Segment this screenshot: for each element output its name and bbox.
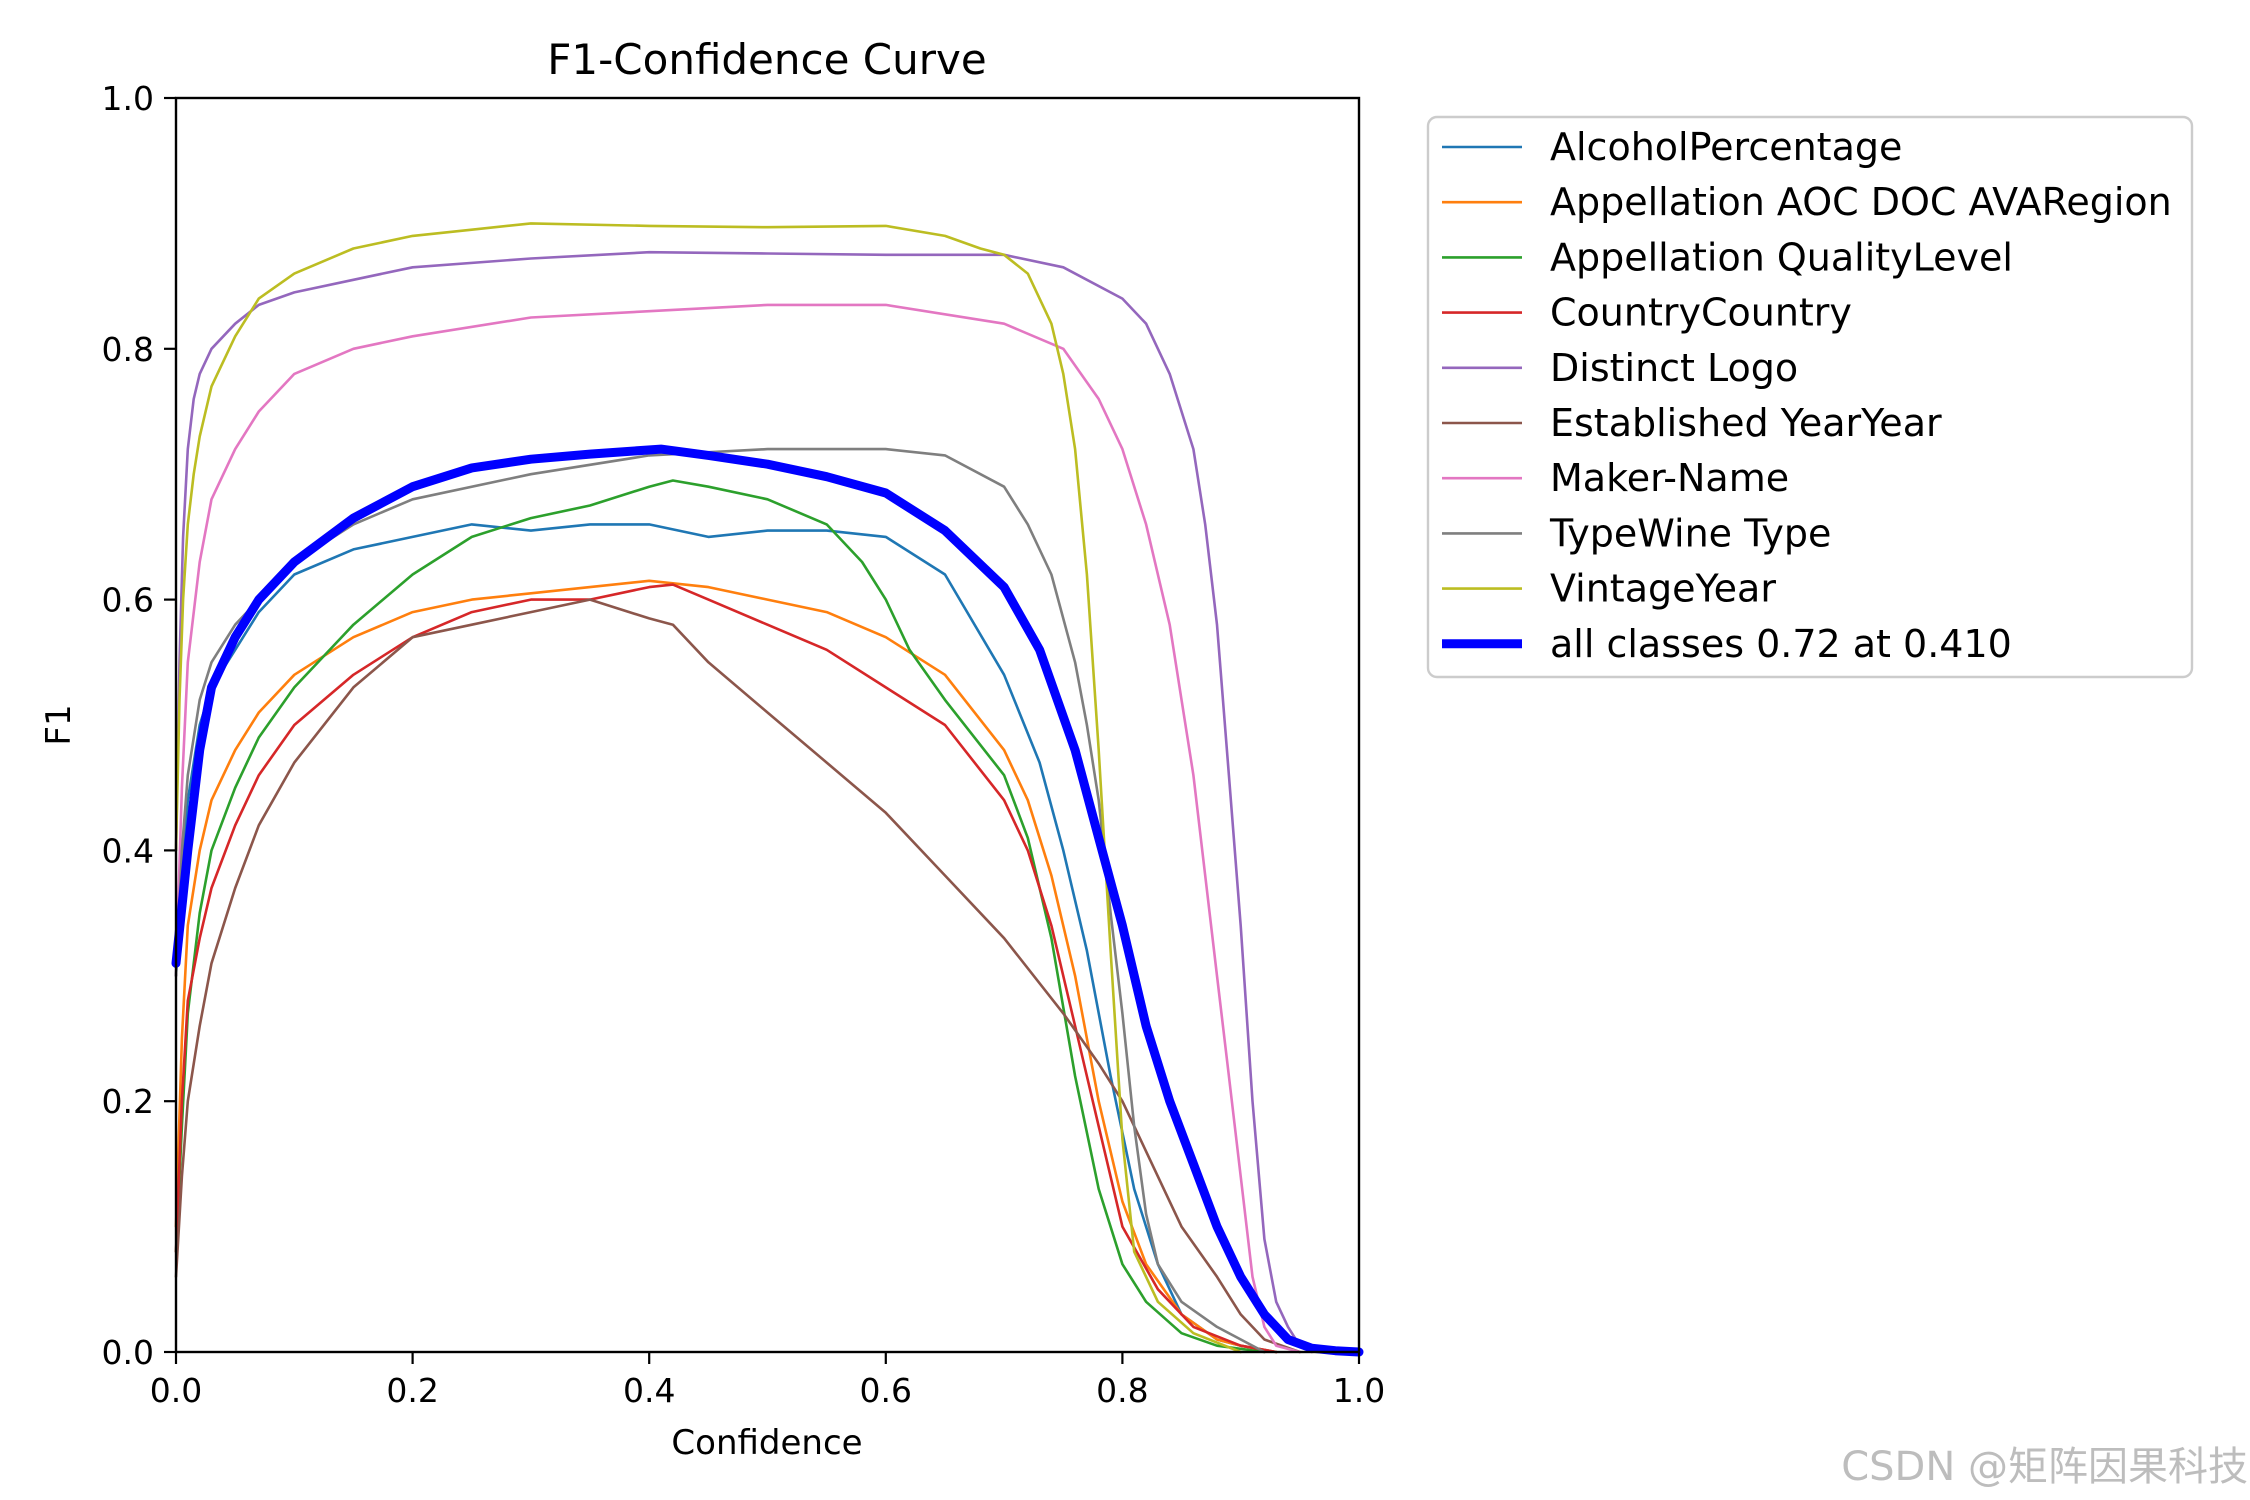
legend-label-6: Maker-Name	[1550, 456, 1789, 500]
legend-label-4: Distinct Logo	[1550, 346, 1798, 390]
y-tick-label: 0.2	[102, 1082, 154, 1121]
series-line-8	[174, 222, 1242, 1354]
series-line-3	[174, 583, 1278, 1354]
y-tick-label: 0.8	[102, 330, 154, 369]
series-line-5	[174, 598, 1302, 1354]
legend-entries: AlcoholPercentage Appellation AOC DOC AVA…	[1442, 125, 2172, 666]
legend-label-2: Appellation QualityLevel	[1550, 235, 2013, 279]
y-tick-label: 0.4	[102, 831, 154, 870]
y-axis-title: F1	[39, 704, 79, 745]
series-line-9	[171, 444, 1364, 1357]
x-tick-label: 0.8	[1096, 1371, 1148, 1410]
legend-label-5: Established YearYear	[1550, 401, 1942, 445]
x-axis-title: Confidence	[671, 1423, 862, 1463]
x-tick-label: 0.6	[860, 1371, 912, 1410]
y-tick-label: 1.0	[102, 79, 154, 118]
series-line-7	[174, 447, 1266, 1354]
series-line-2	[174, 479, 1266, 1354]
plot-frame	[174, 96, 1361, 1354]
legend-label-9: all classes 0.72 at 0.410	[1550, 622, 2012, 666]
y-tick-label: 0.6	[102, 581, 154, 620]
plot-lines	[171, 222, 1364, 1357]
x-tick-label: 1.0	[1333, 1371, 1385, 1410]
x-tick-label: 0.0	[150, 1371, 202, 1410]
legend-label-0: AlcoholPercentage	[1550, 125, 1902, 169]
legend-label-7: TypeWine Type	[1549, 511, 1831, 555]
legend-label-1: Appellation AOC DOC AVARegion	[1550, 180, 2172, 224]
legend-label-8: VintageYear	[1550, 567, 1776, 611]
watermark: CSDN @矩阵因果科技	[1841, 1444, 2248, 1490]
legend: AlcoholPercentage Appellation AOC DOC AVA…	[1426, 115, 2194, 679]
chart-title: F1-Confidence Curve	[547, 35, 986, 84]
series-line-6	[174, 303, 1302, 1354]
x-tick-label: 0.4	[623, 1371, 675, 1410]
x-axis-ticks: 0.0 0.2 0.4 0.6 0.8 1.0	[150, 1352, 1385, 1410]
legend-box	[1426, 115, 2194, 679]
x-tick-label: 0.2	[386, 1371, 438, 1410]
y-tick-label: 0.0	[102, 1333, 154, 1372]
y-axis-ticks: 0.0 0.2 0.4 0.6 0.8 1.0	[102, 79, 176, 1372]
series-line-1	[174, 579, 1278, 1354]
legend-label-3: CountryCountry	[1550, 291, 1852, 335]
series-line-4	[174, 250, 1313, 1354]
